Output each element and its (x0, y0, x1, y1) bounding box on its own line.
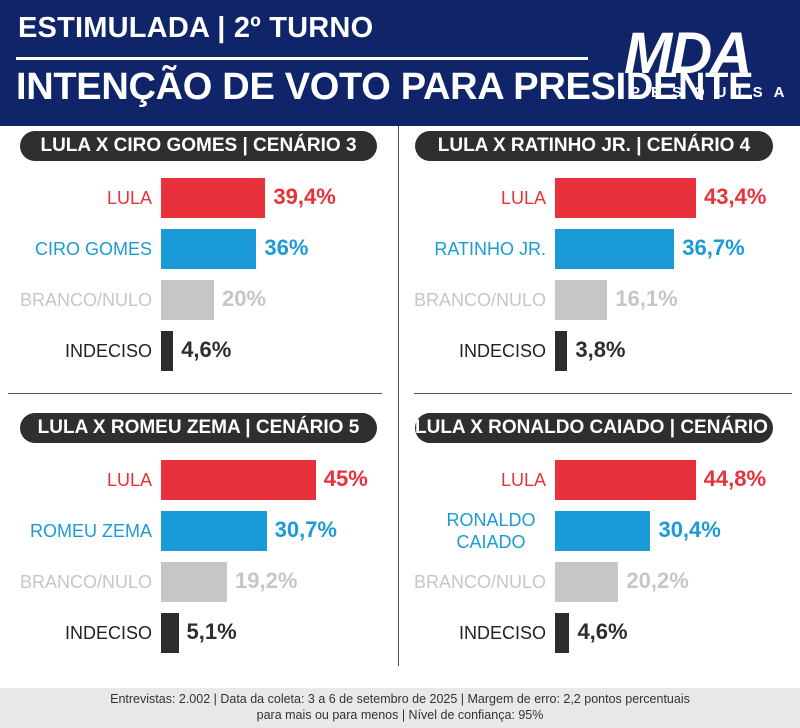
footer-methodology: Entrevistas: 2.002 | Data da coleta: 3 a… (0, 688, 800, 728)
category-label: RATINHO JR. (434, 239, 546, 259)
bar (161, 613, 179, 653)
value-label: 19,2% (235, 568, 298, 593)
value-label: 36,7% (682, 235, 745, 260)
mda-logo: MDA PESQUISA (624, 21, 785, 106)
bar (161, 229, 257, 269)
category-label: LULA (500, 470, 546, 490)
category-label: INDECISO (64, 623, 152, 643)
bar (161, 280, 214, 320)
horizontal-divider-left (8, 393, 382, 394)
bar (161, 178, 266, 218)
value-label: 20,2% (626, 568, 689, 593)
category-label: LULA (106, 188, 152, 208)
category-label: INDECISO (458, 623, 546, 643)
value-label: 3,8% (575, 337, 626, 362)
value-label: 5,1% (186, 619, 237, 644)
header: ESTIMULADA | 2º TURNO INTENÇÃO DE VOTO P… (0, 0, 800, 126)
value-label: 20% (222, 286, 267, 311)
vertical-divider (398, 126, 399, 666)
value-label: 36% (264, 235, 309, 260)
value-label: 4,6% (577, 619, 628, 644)
page-title: INTENÇÃO DE VOTO PARA PRESIDENTE (16, 66, 754, 108)
value-label: 44,8% (703, 466, 767, 491)
category-label: RONALDO CAIADO (446, 510, 536, 552)
header-subtitle: ESTIMULADA | 2º TURNO (18, 12, 374, 44)
logo-subtitle: PESQUISA (630, 84, 796, 101)
value-label: 30,4% (658, 517, 721, 542)
category-label: ROMEU ZEMA (29, 521, 152, 541)
value-label: 30,7% (274, 517, 337, 542)
footer-line-2: para mais ou para menos | Nível de confi… (256, 708, 544, 722)
value-label: 16,1% (615, 286, 678, 311)
chart-title: LULA X CIRO GOMES | CENÁRIO 3 (20, 131, 377, 161)
category-label: INDECISO (64, 341, 152, 361)
category-label: LULA (500, 188, 546, 208)
category-label: CIRO GOMES (34, 239, 152, 259)
bar (161, 331, 174, 371)
bar (555, 331, 568, 371)
value-label: 45% (323, 466, 368, 491)
category-label: BRANCO/NULO (19, 572, 152, 592)
value-label: 39,4% (273, 184, 336, 209)
footer-line-1: Entrevistas: 2.002 | Data da coleta: 3 a… (110, 692, 690, 706)
value-label: 4,6% (181, 337, 232, 362)
value-label: 43,4% (704, 184, 767, 209)
bar (555, 511, 651, 551)
bar (555, 562, 619, 602)
bar (555, 460, 696, 500)
category-label: BRANCO/NULO (413, 572, 546, 592)
bar (555, 178, 697, 218)
chart-title: LULA X ROMEU ZEMA | CENÁRIO 5 (20, 413, 377, 443)
bar (555, 229, 675, 269)
chart-title: LULA X RONALDO CAIADO | CENÁRIO 6 (415, 413, 784, 443)
horizontal-divider-right (414, 393, 792, 394)
bar (555, 613, 570, 653)
logo-wordmark: MDA (624, 21, 752, 86)
category-label: BRANCO/NULO (19, 290, 152, 310)
bar (161, 460, 316, 500)
category-label: INDECISO (458, 341, 546, 361)
category-label: BRANCO/NULO (413, 290, 546, 310)
header-divider (16, 57, 588, 60)
category-label: LULA (106, 470, 152, 490)
chart-title: LULA X RATINHO JR. | CENÁRIO 4 (415, 131, 773, 161)
bar (555, 280, 608, 320)
bar (161, 562, 228, 602)
bar (161, 511, 267, 551)
